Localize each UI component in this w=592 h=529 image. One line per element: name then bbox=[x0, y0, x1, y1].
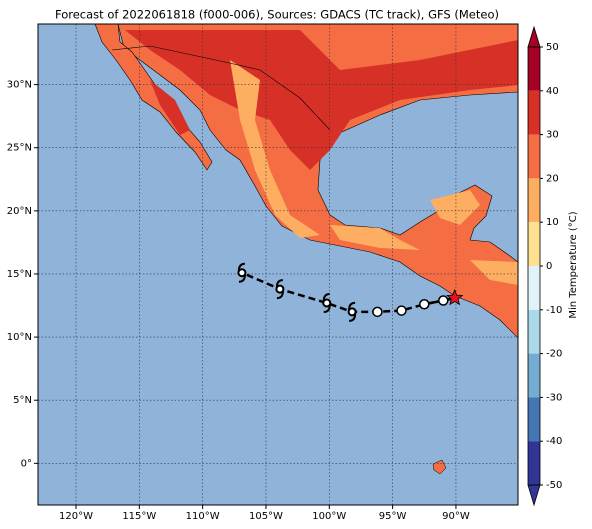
colorbar-tick-label: 10 bbox=[546, 217, 559, 228]
land-warm bbox=[150, 80, 190, 135]
storm-arm bbox=[349, 313, 357, 322]
y-tick-label: 5°N bbox=[13, 395, 32, 406]
storm-core bbox=[322, 298, 332, 308]
map-area bbox=[38, 24, 518, 505]
colorbar-tick-label: 0 bbox=[546, 261, 552, 272]
colorbar-tick-label: -10 bbox=[546, 305, 562, 316]
storm-arm bbox=[275, 279, 283, 288]
storm-arm bbox=[276, 291, 284, 300]
colorbar-tick-label: 20 bbox=[546, 173, 559, 184]
colorbar-tick-label: 30 bbox=[546, 130, 559, 141]
colorbar-tick-label: -30 bbox=[546, 392, 562, 403]
colorbar-tick-label: -20 bbox=[546, 349, 562, 360]
colorbar-band bbox=[528, 397, 540, 442]
x-tick-label: 100°W bbox=[312, 511, 346, 522]
y-tick-label: 15°N bbox=[7, 269, 32, 280]
colorbar-tick-label: 50 bbox=[546, 42, 559, 53]
colorbar-tick-label: -50 bbox=[546, 480, 562, 491]
x-tick-label: 105°W bbox=[249, 511, 283, 522]
x-tick-label: 115°W bbox=[122, 511, 156, 522]
y-tick-label: 30°N bbox=[7, 80, 32, 91]
track-current bbox=[446, 288, 464, 306]
island bbox=[432, 459, 447, 475]
storm-core bbox=[275, 284, 285, 294]
storm-core bbox=[237, 268, 247, 278]
land-cool bbox=[430, 190, 480, 225]
track-point bbox=[419, 299, 430, 310]
colorbar-band bbox=[528, 222, 540, 266]
land-cool bbox=[470, 260, 518, 285]
track-storm-symbol bbox=[347, 301, 357, 322]
storm-arm bbox=[348, 301, 356, 310]
land-cool bbox=[230, 60, 320, 238]
track-storm-symbol bbox=[275, 279, 285, 300]
border bbox=[111, 45, 331, 131]
colorbar-extend bbox=[527, 484, 541, 507]
storm-arm bbox=[322, 293, 330, 302]
storm-arm bbox=[238, 274, 246, 283]
x-tick-label: 90°W bbox=[442, 511, 470, 522]
y-tick-label: 0° bbox=[21, 458, 32, 469]
storm-arm bbox=[237, 262, 245, 271]
track-storm-symbol bbox=[322, 293, 332, 314]
land-warm bbox=[125, 30, 518, 170]
colorbar-band bbox=[528, 178, 540, 223]
land-cool bbox=[330, 225, 420, 250]
colorbar-band bbox=[528, 309, 540, 354]
colorbar-tick-label: -40 bbox=[546, 436, 562, 447]
colorbar-tick-label: 40 bbox=[546, 86, 559, 97]
storm-arm bbox=[323, 304, 331, 314]
track-point bbox=[396, 305, 407, 316]
land bbox=[117, 24, 518, 339]
track-point bbox=[372, 306, 383, 318]
y-tick-label: 10°N bbox=[7, 332, 32, 343]
colorbar-band bbox=[528, 266, 540, 310]
x-tick-label: 110°W bbox=[186, 511, 220, 522]
colorbar-band bbox=[528, 90, 540, 135]
map-frame bbox=[37, 23, 519, 506]
colorbar-band bbox=[528, 353, 540, 398]
x-tick-label: 95°W bbox=[379, 511, 407, 522]
y-tick-label: 25°N bbox=[7, 143, 32, 154]
colorbar-band bbox=[528, 441, 540, 485]
track-point bbox=[438, 295, 449, 306]
colorbar-band bbox=[528, 47, 540, 91]
y-tick-label: 20°N bbox=[7, 206, 32, 217]
storm-core bbox=[347, 307, 357, 317]
x-tick-label: 120°W bbox=[59, 511, 93, 522]
track-storm-symbol bbox=[237, 262, 247, 283]
chart-title: Forecast of 2022061818 (f000-006), Sourc… bbox=[55, 8, 499, 22]
colorbar-label: Min Temperature (°C) bbox=[568, 211, 579, 318]
colorbar-extend bbox=[527, 25, 541, 48]
colorbar-band bbox=[528, 134, 540, 179]
